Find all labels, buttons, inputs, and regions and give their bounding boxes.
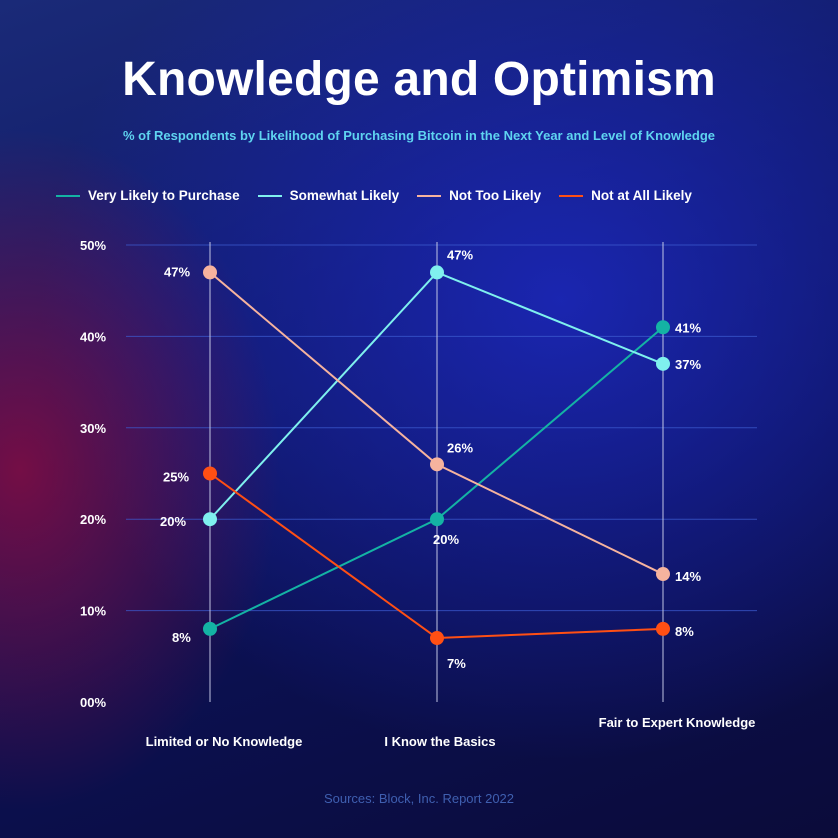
data-point [430,631,444,646]
data-labels: 8% 20% 41% 20% 47% 37% 47% 26% 14% 25% 7% 8% [160,247,701,671]
x-tick-label: Limited or No Knowledge [146,734,303,749]
legend-label: Very Likely to Purchase [88,188,240,203]
data-point [203,512,217,527]
y-tick-label: 00% [80,695,106,710]
data-label: 20% [433,532,459,547]
data-label: 37% [675,357,701,372]
chart-title: Knowledge and Optimism [122,53,716,106]
x-tick-label: Fair to Expert Knowledge [599,715,756,730]
y-axis-ticks: 00% 10% 20% 30% 40% 50% [80,238,106,710]
data-point [656,356,670,371]
chart-series [203,265,670,646]
data-point [656,567,670,582]
data-label: 14% [675,569,701,584]
y-tick-label: 40% [80,329,106,344]
data-label: 41% [675,320,701,335]
legend-label: Not Too Likely [449,188,542,203]
legend-item: Somewhat Likely [257,188,400,203]
y-tick-label: 50% [80,238,106,253]
data-label: 25% [163,470,189,485]
data-point [430,457,444,472]
legend-label: Not at All Likely [591,188,692,203]
chart-legend: Very Likely to Purchase Somewhat Likely No… [56,188,710,203]
source-note: Sources: Block, Inc. Report 2022 [323,791,515,806]
data-point [430,512,444,527]
y-tick-label: 10% [80,604,106,619]
chart-subtitle: % of Respondents by Likelihood of Purcha… [122,128,716,143]
legend-item: Not Too Likely [417,188,541,203]
legend-swatch [559,194,584,197]
data-point [203,265,217,280]
x-tick-label: I Know the Basics [384,734,495,749]
legend-item: Not at All Likely [559,188,692,203]
data-label: 20% [160,514,186,529]
data-label: 8% [675,624,694,639]
y-tick-label: 20% [80,512,106,527]
legend-swatch [257,194,282,197]
legend-swatch [56,194,80,197]
data-label: 47% [164,264,190,279]
data-point [203,466,217,481]
data-label: 7% [447,656,466,671]
data-label: 26% [447,440,473,455]
data-point [430,265,444,280]
legend-swatch [417,194,442,197]
data-point [203,621,217,636]
data-point [656,320,670,335]
legend-label: Somewhat Likely [289,188,400,203]
data-point [656,621,670,636]
legend-item: Very Likely to Purchase [56,188,240,203]
data-label: 8% [172,630,191,645]
data-label: 47% [447,247,473,262]
y-tick-label: 30% [80,421,106,436]
x-axis-ticks: Limited or No Knowledge I Know the Basics… [146,715,756,749]
